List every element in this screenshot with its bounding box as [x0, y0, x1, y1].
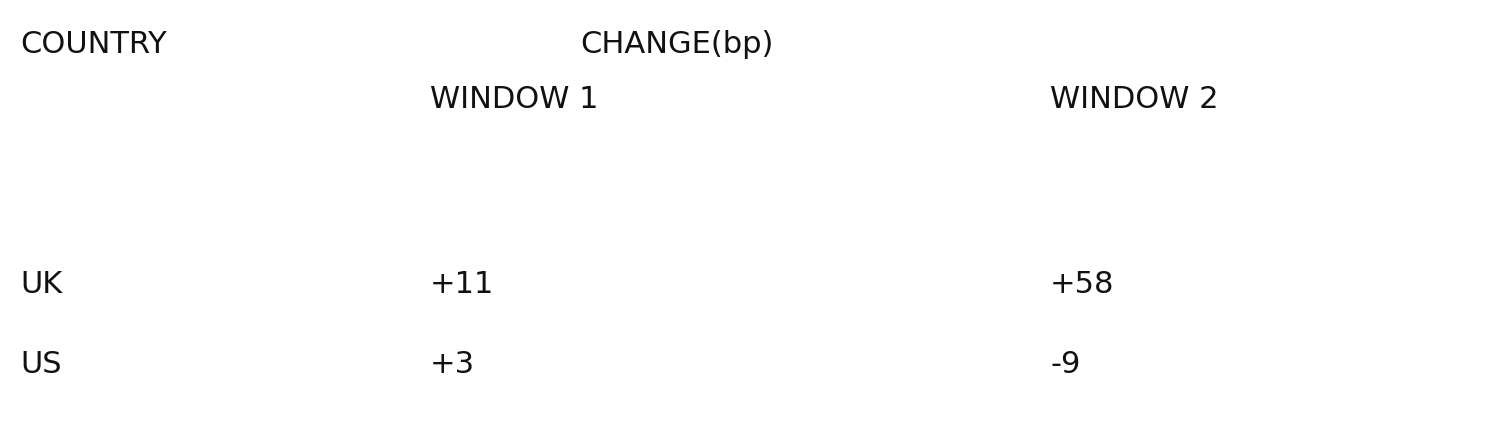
Text: -9: -9 — [1050, 350, 1080, 379]
Text: CHANGE(bp): CHANGE(bp) — [580, 30, 773, 59]
Text: +58: +58 — [1050, 270, 1115, 299]
Text: COUNTRY: COUNTRY — [19, 30, 167, 59]
Text: UK: UK — [19, 270, 63, 299]
Text: WINDOW 1: WINDOW 1 — [430, 85, 598, 114]
Text: +11: +11 — [430, 270, 494, 299]
Text: US: US — [19, 350, 61, 379]
Text: +3: +3 — [430, 350, 474, 379]
Text: WINDOW 2: WINDOW 2 — [1050, 85, 1219, 114]
